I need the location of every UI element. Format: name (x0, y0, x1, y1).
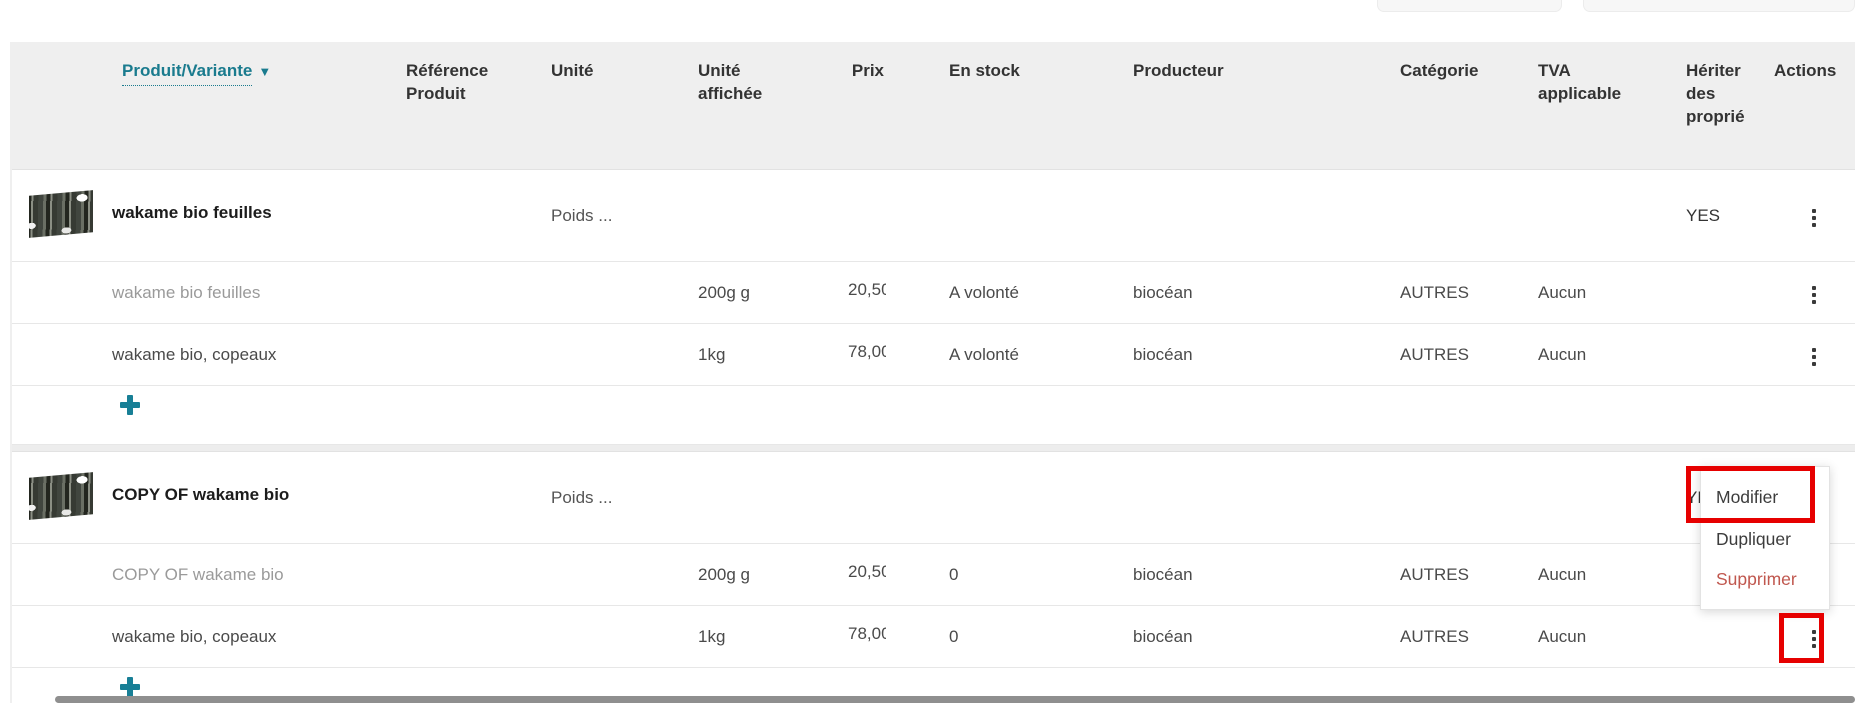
column-header-producteur[interactable]: Producteur (1133, 61, 1224, 80)
column-header-en-stock[interactable]: En stock (949, 61, 1020, 80)
product-name: wakame bio feuilles (112, 203, 272, 222)
variant-row: wakame bio feuilles 200g g 20,50 A volon… (12, 262, 1855, 324)
variant-producer: biocéan (1133, 282, 1193, 302)
variant-producer: biocéan (1133, 564, 1193, 584)
variant-stock: A volonté (949, 282, 1019, 302)
variant-unit-displayed: 1kg (698, 344, 726, 364)
variant-stock: 0 (949, 626, 959, 646)
variant-vat: Aucun (1538, 626, 1587, 646)
add-variant-row (12, 386, 1855, 445)
variant-unit-displayed: 200g g (698, 564, 750, 584)
variant-row: wakame bio, copeaux 1kg 78,00 A volonté … (12, 324, 1855, 386)
row-actions-menu-icon[interactable] (1802, 624, 1826, 654)
column-header-unite-affichee[interactable]: Unité affichée (698, 61, 763, 103)
variant-category: AUTRES (1400, 626, 1469, 646)
variant-producer: biocéan (1133, 344, 1193, 364)
variant-name: wakame bio, copeaux (112, 626, 277, 646)
variant-price: 78,00 (848, 624, 886, 643)
variant-row: wakame bio, copeaux 1kg 78,00 0 biocéan … (12, 606, 1855, 668)
column-header-unite[interactable]: Unité (551, 61, 594, 80)
add-variant-plus-icon[interactable] (120, 395, 140, 415)
column-header-heriter-des-proprietes[interactable]: Hériter des proprié (1686, 61, 1745, 126)
row-actions-menu-icon[interactable] (1802, 342, 1826, 372)
variant-name: wakame bio, copeaux (112, 344, 277, 364)
top-cutoff-button-1[interactable] (1377, 0, 1562, 12)
column-header-actions: Actions (1774, 61, 1837, 80)
column-header-produit-variante: Produit/Variante ▼ (97, 42, 402, 86)
table-header-row: Produit/Variante ▼ Référence Produit Unit… (12, 42, 1855, 170)
menu-item-supprimer[interactable]: Supprimer (1716, 569, 1797, 589)
variant-category: AUTRES (1400, 282, 1469, 302)
menu-item-modifier[interactable]: Modifier (1716, 487, 1779, 507)
variant-category: AUTRES (1400, 344, 1469, 364)
products-table: Produit/Variante ▼ Référence Produit Unit… (10, 42, 1855, 703)
variant-price: 20,50 (848, 562, 886, 581)
add-variant-row (12, 668, 1855, 703)
variant-stock: 0 (949, 564, 959, 584)
inherit-value: YES (1686, 205, 1721, 225)
product-row: COPY OF wakame bio Poids ... YES (12, 452, 1855, 544)
variant-category: AUTRES (1400, 564, 1469, 584)
variant-vat: Aucun (1538, 344, 1587, 364)
product-name: COPY OF wakame bio (112, 485, 290, 504)
row-actions-menu-icon[interactable] (1802, 203, 1826, 233)
variant-name: COPY OF wakame bio (112, 564, 284, 584)
variant-row: COPY OF wakame bio 200g g 20,50 0 biocéa… (12, 544, 1855, 606)
variant-vat: Aucun (1538, 564, 1587, 584)
column-header-categorie[interactable]: Catégorie (1400, 61, 1479, 80)
variant-vat: Aucun (1538, 282, 1587, 302)
variant-stock: A volonté (949, 344, 1019, 364)
row-actions-context-menu: Modifier Dupliquer Supprimer (1700, 466, 1830, 610)
top-cutoff-button-2[interactable] (1583, 0, 1855, 12)
row-actions-menu-icon[interactable] (1802, 280, 1826, 310)
variant-price: 78,00 (848, 342, 886, 361)
variant-name: wakame bio feuilles (112, 282, 261, 302)
product-unit: Poids ... (551, 205, 613, 225)
product-row: wakame bio feuilles Poids ... YES (12, 170, 1855, 262)
column-header-reference-produit[interactable]: Référence Produit (406, 61, 489, 103)
menu-item-dupliquer[interactable]: Dupliquer (1716, 529, 1791, 549)
group-separator (12, 445, 1855, 452)
column-header-image (12, 42, 97, 60)
variant-unit-displayed: 1kg (698, 626, 726, 646)
sort-desc-icon: ▼ (258, 64, 272, 79)
product-image[interactable] (29, 183, 93, 248)
sort-produit-variante-link[interactable]: Produit/Variante (122, 60, 253, 86)
add-variant-plus-icon[interactable] (120, 677, 140, 697)
variant-producer: biocéan (1133, 626, 1193, 646)
variant-unit-displayed: 200g g (698, 282, 750, 302)
horizontal-scrollbar[interactable] (55, 696, 1855, 703)
column-header-prix[interactable]: Prix (851, 61, 884, 80)
product-image[interactable] (29, 465, 93, 530)
column-header-tva-applicable[interactable]: TVA applicable (1538, 61, 1622, 103)
variant-price: 20,50 (848, 280, 886, 299)
product-unit: Poids ... (551, 487, 613, 507)
